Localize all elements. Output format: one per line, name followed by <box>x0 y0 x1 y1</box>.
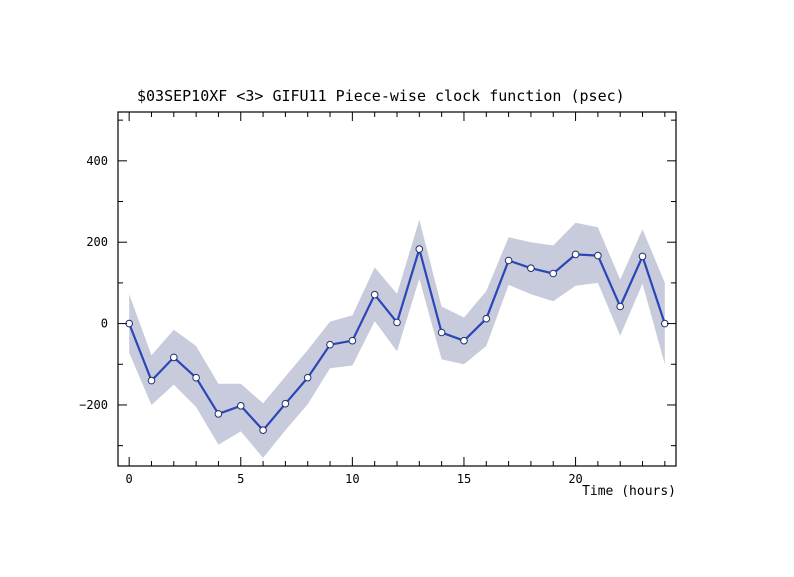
chart-title: $03SEP10XF <3> GIFU11 Piece-wise clock f… <box>137 87 625 105</box>
x-tick-label: 20 <box>568 472 582 486</box>
data-point <box>437 328 446 337</box>
plot-area: −200 0 200 400 0 5 10 15 20 <box>79 111 677 486</box>
y-tick-label: 400 <box>86 154 108 168</box>
x-tick-label: 15 <box>457 472 471 486</box>
x-tick-label: 10 <box>345 472 359 486</box>
data-point <box>370 290 379 299</box>
data-point <box>281 399 290 408</box>
data-point <box>326 340 334 349</box>
data-point <box>348 336 357 345</box>
y-tick-label: 0 <box>101 317 108 331</box>
data-point <box>594 251 602 260</box>
data-point <box>571 250 580 259</box>
data-point <box>460 336 468 345</box>
data-point <box>259 426 267 435</box>
data-point <box>482 314 491 323</box>
data-point <box>549 269 558 278</box>
x-tick-label: 5 <box>237 472 244 486</box>
uncertainty-band <box>129 219 665 458</box>
x-axis-label: Time (hours) <box>582 484 676 499</box>
data-point <box>170 353 178 362</box>
data-point <box>147 376 156 385</box>
x-tick-label: 0 <box>126 472 133 486</box>
data-point <box>237 402 245 410</box>
data-point <box>214 410 223 418</box>
data-point <box>527 264 535 273</box>
y-tick-label: 200 <box>86 235 108 249</box>
data-point <box>638 252 647 261</box>
data-point <box>504 256 513 265</box>
data-point <box>616 302 625 311</box>
data-point <box>303 373 312 382</box>
data-point <box>393 318 401 327</box>
data-point <box>192 373 200 382</box>
y-tick-label: −200 <box>79 398 108 412</box>
data-point <box>415 245 424 253</box>
